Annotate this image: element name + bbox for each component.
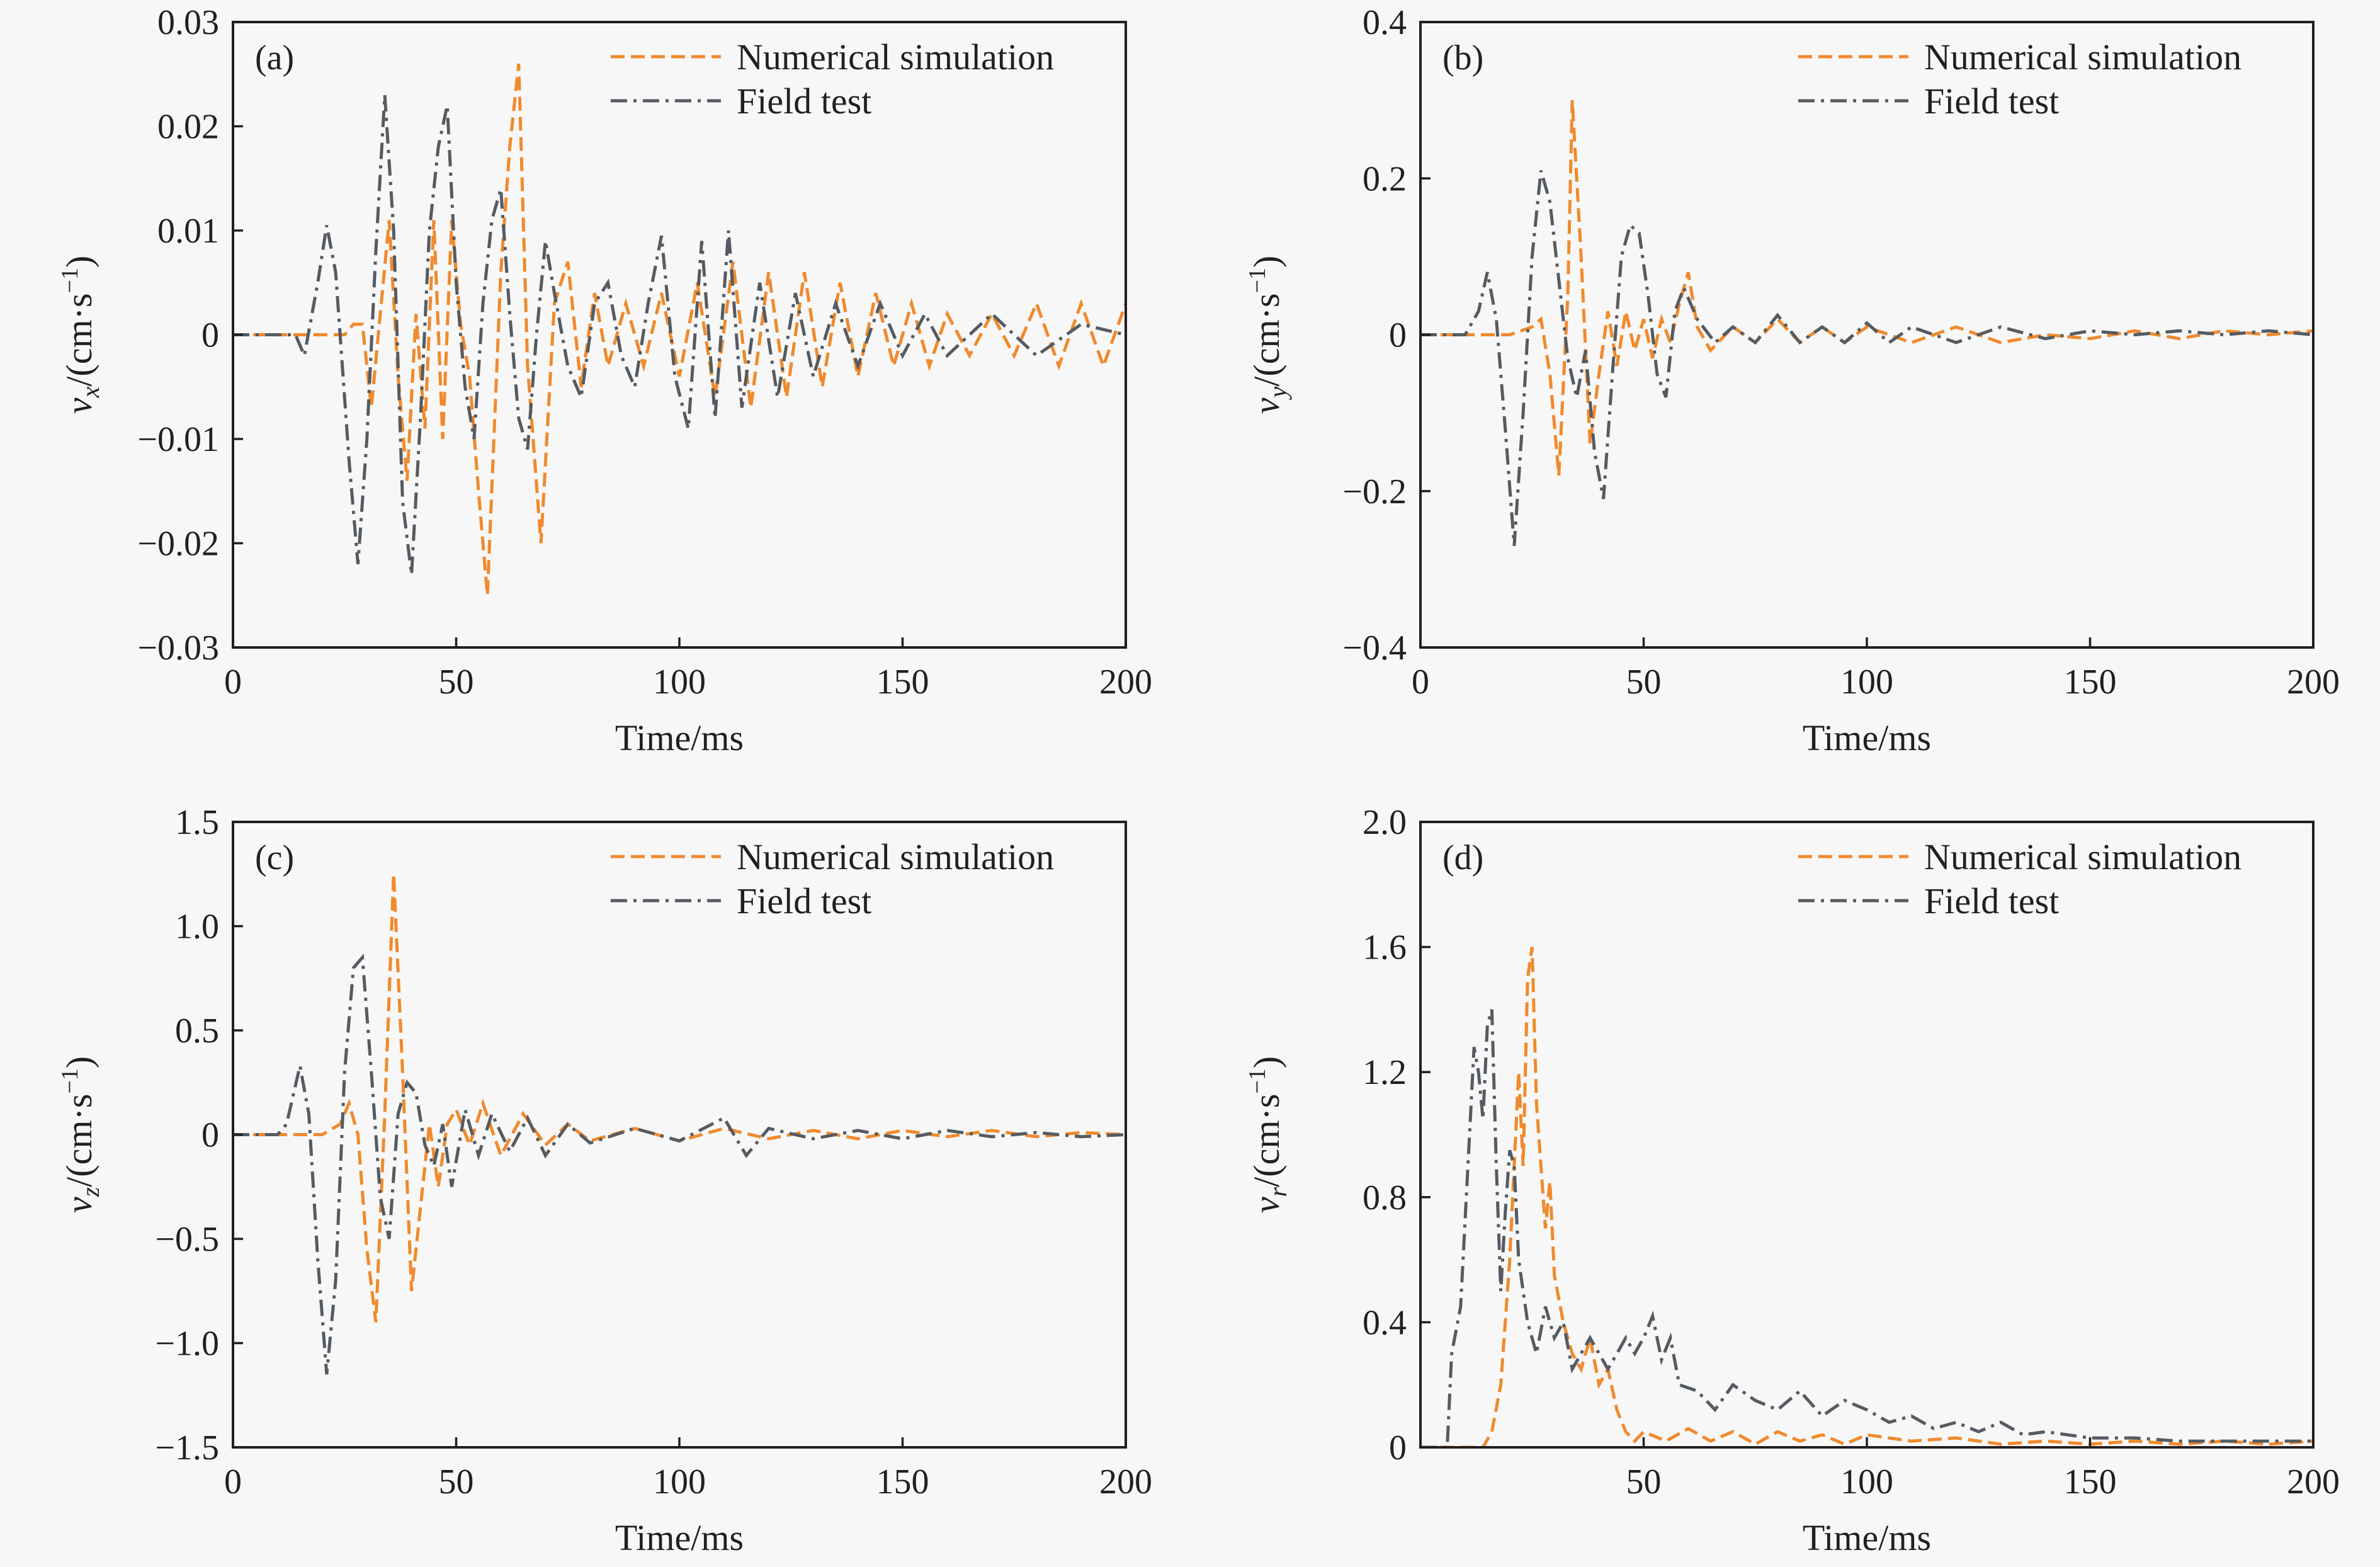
y-axis-title: vz/(cm·s−1): [57, 1056, 105, 1213]
y-axis-close: ): [1246, 1056, 1287, 1068]
x-tick-label: 200: [2287, 1462, 2340, 1501]
y-tick-label: 0.8: [1363, 1178, 1407, 1217]
field-test-series-line: [1420, 170, 2313, 546]
x-axis-title: Time/ms: [1803, 1517, 1931, 1558]
legend-numerical-simulation-label: Numerical simulation: [737, 836, 1054, 877]
y-axis-symbol: v: [59, 1197, 99, 1213]
y-tick-label: −0.4: [1342, 629, 1407, 668]
x-tick-label: 200: [1099, 1462, 1152, 1501]
y-tick-label: 0.5: [175, 1011, 219, 1051]
chart-panel-1: 0 50 100 150 200 −0.4 −0.2 0 0.2 0.4 Time/ms vy/(cm…: [1244, 3, 2340, 758]
x-tick-label: 150: [2064, 663, 2117, 702]
y-tick-label: 1.2: [1363, 1053, 1407, 1092]
numerical-simulation-series-line: [1420, 947, 2313, 1447]
x-axis-title: Time/ms: [1803, 717, 1931, 758]
legend-numerical-simulation-label: Numerical simulation: [737, 37, 1054, 77]
y-axis-symbol: v: [59, 397, 99, 414]
field-test-series-line: [233, 94, 1126, 575]
y-axis-symbol: v: [1246, 1197, 1287, 1213]
x-tick-label: 50: [1626, 663, 1662, 702]
x-tick-label: 0: [224, 1462, 242, 1501]
field-test-series-line: [1420, 1009, 2313, 1447]
y-axis-exponent: −1: [1244, 268, 1271, 293]
x-tick-label: 50: [1626, 1462, 1662, 1501]
y-tick-label: 2.0: [1363, 803, 1407, 842]
y-axis-exponent: −1: [57, 1068, 83, 1093]
y-tick-label: 0: [201, 316, 219, 355]
y-tick-label: 1.5: [175, 803, 219, 842]
chart-panel-2: 0 50 100 150 200 −1.5 −1.0 −0.5 0 0.5 1.0 1.5 Time/m…: [57, 803, 1152, 1558]
y-tick-label: −0.02: [137, 525, 219, 564]
x-tick-label: 50: [439, 1462, 474, 1501]
x-tick-label: 0: [224, 663, 242, 702]
x-axis-title: Time/ms: [615, 1517, 744, 1558]
x-tick-label: 100: [1840, 663, 1893, 702]
legend-field-test-label: Field test: [737, 880, 871, 921]
y-tick-label: −0.03: [137, 629, 219, 668]
numerical-simulation-series-line: [233, 874, 1126, 1323]
y-axis-symbol: v: [1246, 397, 1287, 414]
y-tick-label: 0.01: [157, 212, 219, 251]
y-tick-label: −0.01: [137, 420, 219, 459]
x-tick-label: 200: [2287, 663, 2340, 702]
panel-label: (a): [255, 38, 294, 77]
y-axis-title: vx/(cm·s−1): [57, 256, 105, 414]
y-axis-unit: /(cm·s: [59, 293, 99, 387]
y-tick-label: 0.02: [157, 108, 219, 147]
x-tick-label: 100: [653, 1462, 706, 1501]
y-tick-label: −0.2: [1342, 472, 1407, 511]
chart-panel-0: 0 50 100 150 200 −0.03 −0.02 −0.01 0 0.01 0.02 0.03…: [57, 3, 1152, 758]
y-axis-close: ): [59, 256, 99, 268]
y-tick-label: 0.2: [1363, 159, 1407, 198]
x-tick-label: 50: [439, 663, 474, 702]
panel-label: (d): [1442, 838, 1483, 877]
panel-label: (b): [1442, 38, 1483, 77]
x-tick-label: 0: [1412, 663, 1429, 702]
x-tick-label: 150: [876, 1462, 929, 1501]
y-tick-label: −0.5: [155, 1220, 219, 1259]
y-tick-label: 0.4: [1363, 3, 1407, 42]
y-tick-label: 0: [1389, 1428, 1407, 1467]
y-axis-subscript: y: [1264, 386, 1292, 400]
numerical-simulation-series-line: [1420, 100, 2313, 476]
legend-field-test-label: Field test: [1924, 880, 2059, 921]
legend-field-test-label: Field test: [737, 81, 871, 122]
legend-field-test-label: Field test: [1924, 81, 2059, 122]
panel-label: (c): [255, 838, 294, 877]
chart-panel-3: 50 100 150 200 0 0.4 0.8 1.2 1.6 2.0 Time/ms vr/(cm…: [1244, 803, 2340, 1558]
field-test-series-line: [233, 954, 1126, 1375]
x-tick-label: 100: [653, 663, 706, 702]
x-axis-title: Time/ms: [615, 717, 744, 758]
y-axis-exponent: −1: [57, 268, 83, 293]
y-axis-unit: /(cm·s: [1246, 293, 1287, 387]
legend-numerical-simulation-label: Numerical simulation: [1924, 836, 2241, 877]
y-tick-label: 1.0: [175, 908, 219, 947]
y-axis-unit: /(cm·s: [1246, 1094, 1287, 1187]
y-axis-subscript: r: [1264, 1187, 1292, 1197]
y-axis-title: vy/(cm·s−1): [1244, 256, 1292, 414]
legend-numerical-simulation-label: Numerical simulation: [1924, 37, 2241, 77]
y-axis-title: vr/(cm·s−1): [1244, 1056, 1292, 1213]
x-tick-label: 200: [1099, 663, 1152, 702]
x-tick-label: 100: [1840, 1462, 1893, 1501]
y-axis-exponent: −1: [1244, 1068, 1271, 1093]
y-tick-label: 0: [201, 1116, 219, 1155]
x-tick-label: 150: [2064, 1462, 2117, 1501]
y-axis-unit: /(cm·s: [59, 1094, 99, 1187]
y-tick-label: 0: [1389, 316, 1407, 355]
y-axis-close: ): [59, 1056, 99, 1068]
y-tick-label: −1.5: [155, 1428, 219, 1467]
x-tick-label: 150: [876, 663, 929, 702]
y-tick-label: 0.03: [157, 3, 219, 42]
y-axis-subscript: z: [76, 1187, 105, 1197]
y-tick-label: −1.0: [155, 1325, 219, 1364]
numerical-simulation-series-line: [233, 63, 1126, 596]
y-axis-close: ): [1246, 256, 1287, 268]
y-tick-label: 0.4: [1363, 1303, 1407, 1342]
y-axis-subscript: x: [76, 386, 105, 398]
y-tick-label: 1.6: [1363, 928, 1407, 967]
